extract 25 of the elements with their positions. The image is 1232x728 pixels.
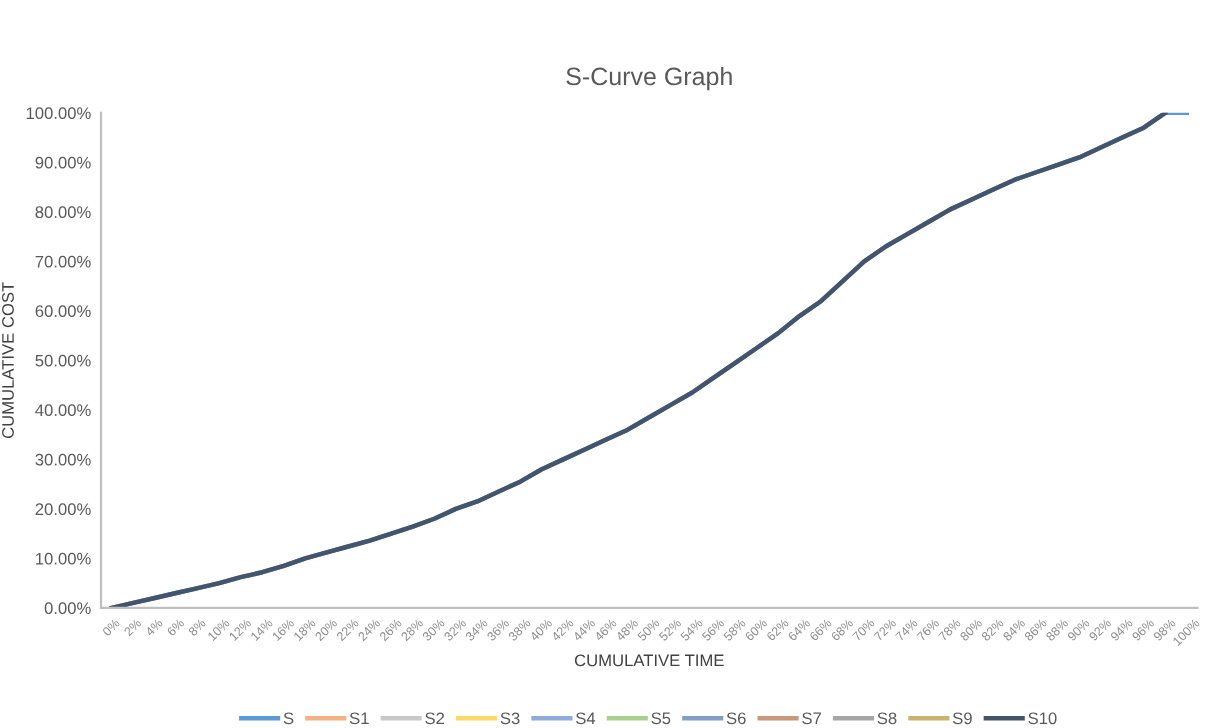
y-tick-label: 10.00% [36, 552, 91, 565]
legend-label: S6 [726, 712, 746, 725]
legend-label: S2 [425, 712, 445, 725]
y-tick-label: 90.00% [35, 156, 91, 169]
legend-label: S1 [349, 712, 369, 725]
y-tick-label: 30.00% [35, 453, 91, 466]
legend-label: S8 [877, 712, 897, 725]
legend-label: S [283, 712, 294, 725]
legend-label: S7 [802, 712, 821, 725]
y-tick-label: 70.00% [35, 255, 91, 268]
legend-label: S4 [576, 712, 596, 725]
legend-label: S5 [651, 712, 671, 725]
chart-title: S-Curve Graph [566, 66, 732, 91]
legend-label: S3 [500, 712, 520, 725]
legend-label: S10 [1028, 712, 1057, 725]
y-tick-label: 20.00% [35, 503, 91, 516]
y-axis-title: CUMULATIVE COST [2, 282, 14, 439]
y-tick-label: 60.00% [35, 305, 91, 318]
y-tick-label: 100.00% [26, 107, 91, 120]
legend-label: S9 [952, 712, 972, 725]
x-axis-title: CUMULATIVE TIME [574, 654, 724, 667]
y-tick-label: 40.00% [35, 404, 91, 417]
y-tick-label: 80.00% [35, 206, 91, 219]
y-tick-label: 50.00% [35, 354, 91, 367]
y-tick-label: 0.00% [44, 602, 91, 615]
